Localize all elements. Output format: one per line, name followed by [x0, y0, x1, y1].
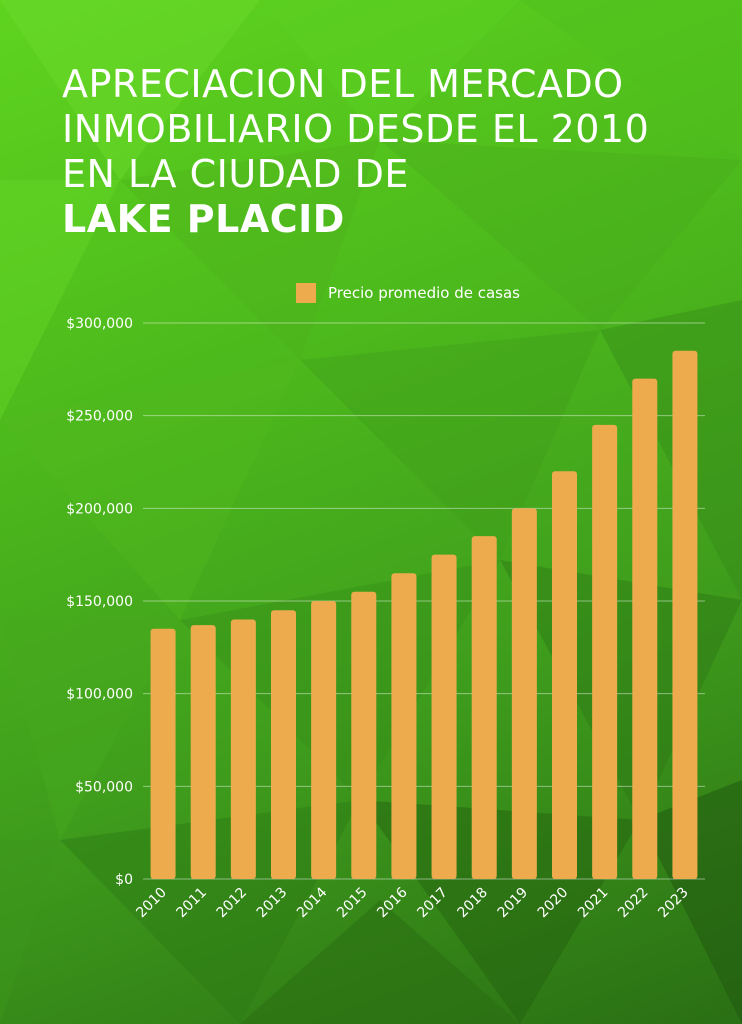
y-tick-label: $300,000: [66, 316, 133, 332]
bar-2013: [271, 610, 296, 879]
legend-label: Precio promedio de casas: [328, 284, 520, 302]
bar-2022: [632, 378, 658, 879]
title-line-1: APRECIACION DEL MERCADO: [62, 62, 624, 106]
x-tick-label: 2015: [334, 885, 371, 922]
bar-2019: [511, 508, 537, 879]
x-tick-label: 2010: [133, 885, 170, 922]
bar-2010: [150, 628, 176, 879]
legend-swatch: [296, 283, 316, 303]
grid-lines: [143, 322, 705, 880]
bar-2011: [190, 625, 216, 879]
bar-2014: [311, 601, 337, 879]
x-axis: 2010 2011 2012 2013 2014 2015 2016 2017 2018 2019…: [133, 884, 691, 921]
x-tick-label: 2014: [294, 884, 331, 921]
bars: [150, 350, 698, 879]
x-tick-label: 2016: [374, 884, 411, 921]
x-tick-label: 2020: [535, 885, 572, 922]
x-tick-label: 2021: [575, 885, 612, 922]
y-tick-label: $50,000: [75, 779, 133, 795]
y-axis: $0 $50,000 $100,000 $150,000 $200,000 $250,00…: [66, 316, 133, 888]
bar-2020: [552, 471, 577, 879]
x-tick-label: 2022: [615, 885, 652, 922]
title-city: LAKE PLACID: [62, 197, 345, 241]
y-tick-label: $200,000: [66, 501, 133, 517]
x-tick-label: 2017: [414, 885, 451, 922]
title-line-2: INMOBILIARIO DESDE EL 2010: [62, 107, 650, 151]
x-tick-label: 2011: [174, 885, 211, 922]
x-tick-label: 2013: [254, 885, 291, 922]
y-tick-label: $250,000: [66, 409, 133, 425]
bar-2017: [431, 554, 457, 879]
y-tick-label: $100,000: [66, 687, 133, 703]
x-tick-label: 2018: [455, 885, 492, 922]
x-tick-label: 2023: [655, 885, 692, 922]
x-tick-label: 2019: [495, 885, 532, 922]
bar-2018: [471, 536, 497, 879]
y-tick-label: $150,000: [66, 594, 133, 610]
chart-title: APRECIACION DEL MERCADO INMOBILIARIO DES…: [62, 62, 702, 242]
bar-2016: [391, 573, 417, 879]
legend: Precio promedio de casas: [296, 283, 520, 303]
bar-2023: [672, 350, 698, 879]
bar-2015: [351, 591, 377, 879]
y-tick-label: $0: [115, 872, 133, 888]
x-tick-label: 2012: [214, 885, 251, 922]
bar-2012: [230, 619, 256, 879]
bar-2021: [592, 424, 618, 879]
title-line-3: EN LA CIUDAD DE: [62, 152, 409, 196]
